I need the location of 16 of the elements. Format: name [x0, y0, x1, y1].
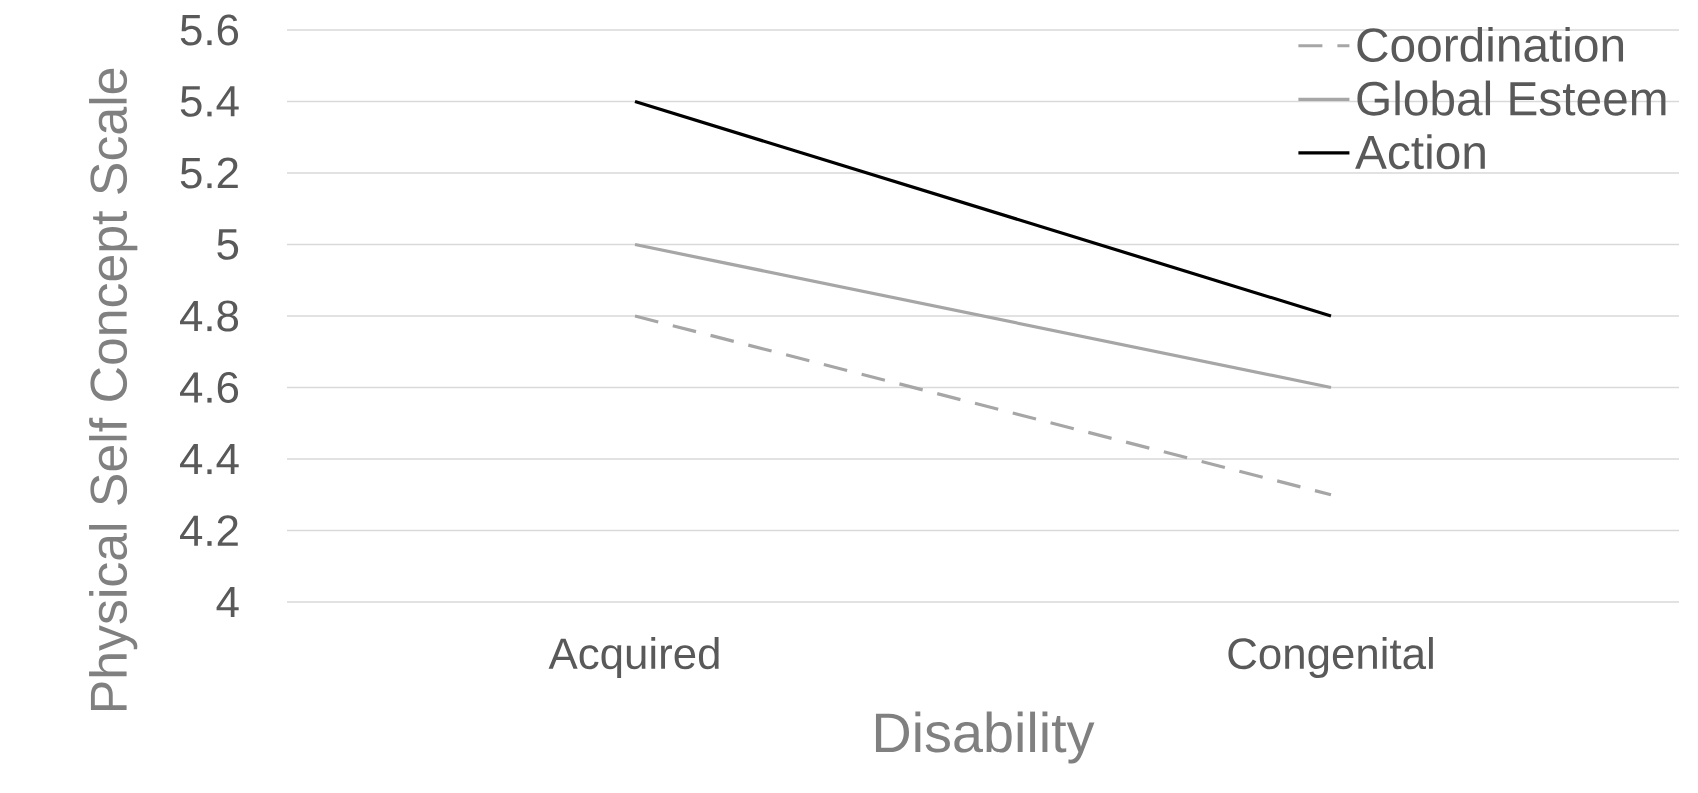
x-tick-label: Congenital [1228, 637, 1433, 678]
y-tick-label: 4.4 [180, 443, 239, 475]
y-tick-label: 4.8 [180, 300, 239, 332]
y-tick-label: 4 [216, 586, 239, 618]
x-tick-label: Acquired [548, 637, 719, 678]
y-tick-label: 5.2 [180, 157, 238, 189]
y-tick-label: 5 [217, 229, 239, 260]
legend-label: Coordination [1357, 26, 1624, 63]
y-tick-label: 5.6 [180, 14, 239, 46]
y-axis-title: Physical Self Concept Scale [89, 68, 138, 711]
x-axis-title: Disability [875, 711, 1095, 764]
y-tick-label: 4.2 [180, 515, 238, 546]
legend-label: Action [1355, 134, 1485, 170]
y-tick-label: 5.4 [180, 86, 239, 117]
legend-label: Global Esteem [1357, 80, 1666, 116]
y-tick-label: 4.6 [180, 371, 239, 404]
